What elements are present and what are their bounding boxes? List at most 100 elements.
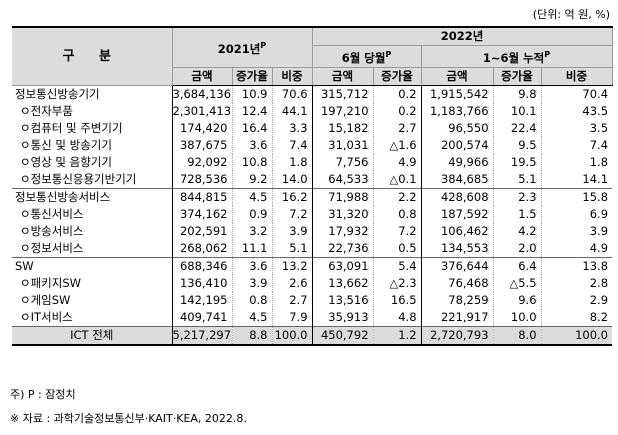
category-header: 구 분 [12, 25, 173, 86]
cell-value: 2,301,413 [171, 102, 232, 120]
cell-value: 9.6 [492, 291, 542, 309]
cell-value: 5.1 [492, 170, 542, 189]
cell-value: 4.2 [492, 222, 542, 240]
col-share-2021: 비중 [271, 66, 313, 86]
cell-value: 187,592 [420, 205, 494, 223]
cell-value: 1.2 [372, 325, 422, 346]
cell-value: 14.0 [271, 170, 313, 189]
table-row: ㅇ방송서비스 202,591 3.2 3.9 17,932 7.2 106,462 4.2 3.… [12, 222, 613, 240]
col-amount-june: 금액 [311, 66, 374, 86]
col-amount-cumulative: 금액 [420, 66, 494, 86]
table-row: ㅇ전자부품 2,301,413 12.4 44.1 197,210 0.2 1,183,76… [12, 102, 613, 120]
table-row: SW 688,346 3.6 13.2 63,091 5.4 376,644 6.4 13.8 [12, 256, 613, 275]
cell-value: 10.0 [492, 308, 542, 327]
row-label: ㅇ방송서비스 [20, 223, 84, 238]
table-row: ㅇ정보통신응용기반기기 728,536 9.2 14.0 64,533 △0.1 384,6… [12, 170, 613, 189]
cell-value: 7.4 [540, 136, 613, 154]
row-label: ㅇ정보통신응용기반기기 [20, 171, 137, 186]
row-label: ICT 전체 [12, 325, 172, 346]
cell-value: 3.9 [540, 222, 613, 240]
col-growth-2021: 증가율 [231, 66, 273, 86]
cell-value: 2.3 [492, 187, 542, 206]
cell-value: 0.8 [231, 291, 272, 309]
cell-value: 2.6 [271, 274, 313, 292]
cell-value: 7.2 [372, 222, 422, 240]
cell-value: 7,756 [311, 153, 374, 171]
row-label: 정보통신방송기기 [15, 86, 100, 101]
cell-value: 374,162 [171, 205, 232, 223]
cell-value: 6.4 [492, 256, 542, 275]
cell-value: 1.5 [492, 205, 542, 223]
preliminary-note: 주) P : 잠정치 [10, 388, 76, 401]
cell-value: 8.8 [231, 325, 272, 346]
cell-value: 71,988 [311, 187, 374, 206]
cell-value: 728,536 [171, 170, 232, 189]
cell-value: 1,915,542 [420, 85, 494, 103]
cell-value: 11.1 [231, 239, 272, 258]
cell-value: 16.2 [271, 187, 313, 206]
cell-value: 76,468 [420, 274, 494, 292]
cell-value: 96,550 [420, 119, 494, 137]
cell-value: 2.8 [540, 274, 613, 292]
cell-value: 31,320 [311, 205, 374, 223]
table-row: ICT 전체 5,217,297 8.8 100.0 450,792 1.2 2,720,7… [12, 325, 613, 346]
cell-value: 78,259 [420, 291, 494, 309]
cell-value: 15,182 [311, 119, 374, 137]
cell-value: 6.9 [540, 205, 613, 223]
table-row: ㅇ패키지SW 136,410 3.9 2.6 13,662 △2.3 76,468 △5.5 2… [12, 274, 613, 292]
year-2022-header: 2022년 [311, 26, 613, 46]
cell-value: 1,183,766 [420, 102, 494, 120]
unit-label: (단위: 억 원, %) [532, 8, 610, 21]
table-row: ㅇ컴퓨터 및 주변기기 174,420 16.4 3.3 15,182 2.7 96,550… [12, 119, 613, 137]
cell-value: 2,720,793 [420, 325, 494, 346]
table-row: ㅇIT서비스 409,741 4.5 7.9 35,913 4.8 221,917 10.0 8… [12, 308, 613, 327]
col-growth-june: 증가율 [372, 66, 422, 86]
cell-value: △1.6 [372, 136, 422, 154]
table-row: ㅇ정보서비스 268,062 11.1 5.1 22,736 0.5 134,553 2.0 4… [12, 239, 613, 258]
cell-value: 16.5 [372, 291, 422, 309]
cell-value: 197,210 [311, 102, 374, 120]
cell-value: △5.5 [492, 274, 542, 292]
cell-value: 3.6 [231, 136, 272, 154]
table-row: ㅇ게임SW 142,195 0.8 2.7 13,516 16.5 78,259 9.6 2.9 [12, 291, 613, 309]
cell-value: 5,217,297 [171, 325, 232, 346]
cell-value: 200,574 [420, 136, 494, 154]
cell-value: 14.1 [540, 170, 613, 189]
row-label: ㅇIT서비스 [20, 309, 73, 324]
cell-value: 70.4 [540, 85, 613, 103]
cell-value: 100.0 [271, 325, 313, 346]
cell-value: △2.3 [372, 274, 422, 292]
table-row: 정보통신방송기기 3,684,136 10.9 70.6 315,712 0.2 1,915… [12, 85, 613, 103]
cell-value: 202,591 [171, 222, 232, 240]
cell-value: 92,092 [171, 153, 232, 171]
cell-value: 7.4 [271, 136, 313, 154]
cell-value: 10.8 [231, 153, 272, 171]
table-row: ㅇ통신 및 방송기기 387,675 3.6 7.4 31,031 △1.6 200,574… [12, 136, 613, 154]
cell-value: 8.0 [492, 325, 542, 346]
cell-value: 688,346 [171, 256, 232, 275]
cell-value: 4.9 [372, 153, 422, 171]
cell-value: 0.2 [372, 85, 422, 103]
cell-value: 5.4 [372, 256, 422, 275]
cell-value: 4.5 [231, 308, 272, 327]
cell-value: 13.8 [540, 256, 613, 275]
cell-value: 315,712 [311, 85, 374, 103]
cell-value: 4.8 [372, 308, 422, 327]
row-label: ㅇ영상 및 음향기기 [20, 154, 112, 169]
cell-value: 1.8 [540, 153, 613, 171]
cell-value: 12.4 [231, 102, 272, 120]
cell-value: 9.8 [492, 85, 542, 103]
cell-value: 9.5 [492, 136, 542, 154]
cell-value: 3.5 [540, 119, 613, 137]
row-label: ㅇ패키지SW [20, 275, 81, 290]
cell-value: 384,685 [420, 170, 494, 189]
cell-value: 0.2 [372, 102, 422, 120]
cell-value: 22,736 [311, 239, 374, 258]
source-note: ※ 자료 : 과학기술정보통신부·KAIT·KEA, 2022.8. [10, 412, 247, 425]
cell-value: 17,932 [311, 222, 374, 240]
cell-value: 0.9 [231, 205, 272, 223]
cell-value: 1.8 [271, 153, 313, 171]
cell-value: 22.4 [492, 119, 542, 137]
cell-value: 409,741 [171, 308, 232, 327]
col-growth-cumulative: 증가율 [492, 66, 542, 86]
